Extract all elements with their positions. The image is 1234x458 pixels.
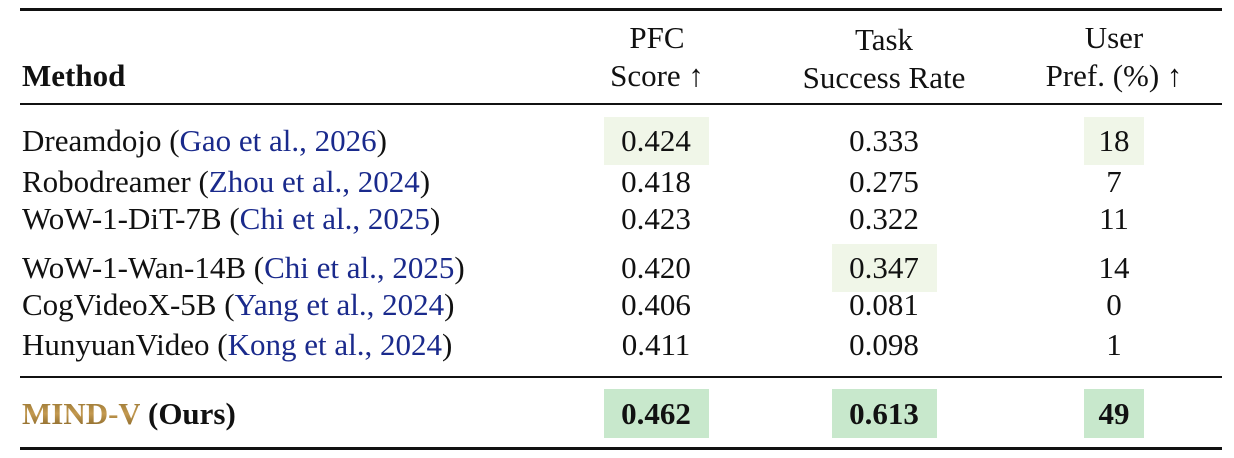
header-task-line2: Success Rate: [802, 60, 966, 95]
user-pref: 1: [1106, 327, 1122, 362]
pfc-score: 0.418: [621, 164, 691, 199]
method-name: HunyuanVideo (Kong et al., 2024): [22, 327, 453, 362]
user-pref: 18: [1098, 123, 1130, 158]
method-name: WoW-1-Wan-14B (Chi et al., 2025): [22, 250, 465, 285]
bottom-rule: [20, 447, 1222, 450]
ours-suffix: (Ours): [140, 396, 236, 431]
pfc-score: 0.411: [621, 327, 691, 362]
user-pref: 0: [1106, 287, 1122, 322]
user-pref: 11: [1099, 201, 1129, 236]
header-pfc-line1: PFC: [629, 20, 685, 55]
header-user-line2: Pref. (%) ↑: [1045, 58, 1183, 93]
citation-link[interactable]: Gao et al., 2026: [179, 123, 377, 158]
ours-rule: [20, 376, 1222, 378]
task-success-rate: 0.275: [849, 164, 919, 199]
task-success-rate: 0.098: [849, 327, 919, 362]
pfc-score: 0.424: [621, 123, 691, 158]
task-success-rate-ours: 0.613: [849, 396, 919, 431]
citation-link[interactable]: Chi et al., 2025: [239, 201, 430, 236]
method-name-ours: MIND-V (Ours): [22, 396, 236, 432]
method-name: Dreamdojo (Gao et al., 2026): [22, 123, 387, 158]
method-name: Robodreamer (Zhou et al., 2024): [22, 164, 431, 199]
highlight-pfc-ours: [604, 389, 709, 438]
pfc-score: 0.406: [621, 287, 691, 322]
method-name: WoW-1-DiT-7B (Chi et al., 2025): [22, 201, 441, 236]
user-pref: 7: [1106, 164, 1122, 199]
highlight-user-dreamdojo: [1084, 117, 1144, 165]
task-success-rate: 0.347: [849, 250, 919, 285]
user-pref-ours: 49: [1098, 396, 1130, 431]
highlight-user-ours: [1084, 389, 1144, 438]
highlight-task-ours: [832, 389, 937, 438]
pfc-score-ours: 0.462: [621, 396, 691, 431]
pfc-score: 0.423: [621, 201, 691, 236]
header-pfc-line2: Score ↑: [610, 58, 704, 93]
header-rule: [20, 103, 1222, 105]
highlight-pfc-dreamdojo: [604, 117, 709, 165]
task-success-rate: 0.333: [849, 123, 919, 158]
brand-name: MIND-V: [22, 396, 141, 431]
method-name: CogVideoX-5B (Yang et al., 2024): [22, 287, 455, 322]
header-task-line1: Task: [854, 22, 914, 57]
citation-link[interactable]: Yang et al., 2024: [234, 287, 445, 322]
citation-link[interactable]: Zhou et al., 2024: [208, 164, 420, 199]
top-rule: [20, 8, 1222, 11]
header-method: Method: [22, 58, 126, 93]
citation-link[interactable]: Kong et al., 2024: [227, 327, 443, 362]
user-pref: 14: [1098, 250, 1130, 285]
task-success-rate: 0.322: [849, 201, 919, 236]
pfc-score: 0.420: [621, 250, 691, 285]
task-success-rate: 0.081: [849, 287, 919, 322]
highlight-task-wow14b: [832, 244, 937, 292]
citation-link[interactable]: Chi et al., 2025: [264, 250, 455, 285]
header-user-line1: User: [1084, 20, 1144, 55]
